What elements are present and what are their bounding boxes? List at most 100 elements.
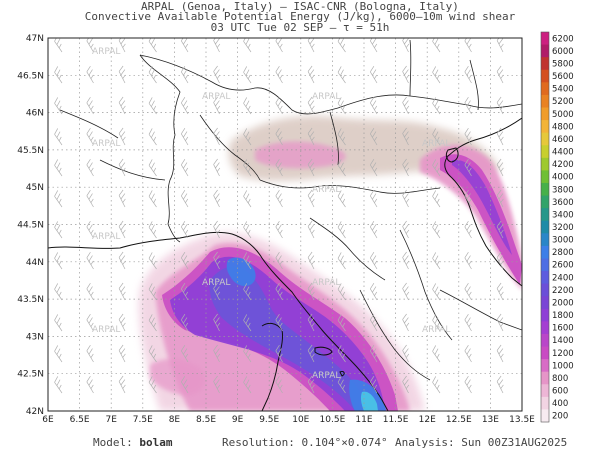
wind-barb [148, 128, 157, 146]
watermark-8: ARPAL [312, 371, 340, 381]
cape-fields [139, 116, 522, 411]
wind-barb [148, 66, 157, 84]
colorbar-segment [541, 296, 549, 310]
colorbar-label: 1200 [552, 349, 574, 359]
wind-barb [496, 251, 504, 270]
colorbar-segment [541, 94, 549, 108]
colorbar-label: 3200 [552, 223, 574, 233]
wind-barb [148, 283, 157, 301]
wind-barb [307, 127, 315, 146]
colorbar-segment [541, 69, 549, 83]
wind-barb [496, 375, 504, 394]
wind-barb [337, 314, 346, 332]
map-content: ARPAL ARPAL ARPAL ARPAL ARPAL ARPAL ARPA… [48, 38, 522, 411]
lat-label: 46.5N [17, 71, 44, 81]
wind-barb [402, 65, 410, 84]
wind-barb [307, 251, 315, 270]
colorbar-segment [541, 271, 549, 285]
cape-adriatic-purple [452, 159, 512, 255]
wind-barb [86, 283, 94, 301]
coast-venice [445, 147, 459, 163]
wind-barb [337, 159, 346, 177]
wind-barb [432, 66, 441, 84]
wind-barb [213, 282, 221, 301]
wind-barb [86, 314, 94, 332]
colorbar-label: 600 [552, 387, 568, 397]
coast-adriatic [444, 117, 522, 287]
lon-label: 8E [169, 415, 181, 425]
wind-barb [496, 96, 504, 115]
wind-barb [181, 345, 189, 363]
border-regions-2 [309, 217, 386, 281]
wind-barb [370, 314, 378, 332]
colorbar-label: 3800 [552, 185, 574, 195]
wind-barb [402, 127, 410, 146]
wind-barb [464, 128, 472, 146]
wind-barb [243, 314, 252, 332]
wind-barb [464, 159, 472, 177]
colorbar-segment [541, 120, 549, 134]
lon-label: 8.5E [196, 415, 216, 425]
wind-barb [213, 158, 221, 177]
wind-barb [275, 252, 283, 270]
wind-barb [118, 127, 126, 146]
wind-barb [181, 283, 189, 301]
lon-label: 12.5E [446, 415, 472, 425]
wind-barb [275, 314, 283, 332]
resolution-label: Resolution: [222, 436, 295, 449]
wind-barb [496, 189, 504, 208]
graticule [48, 38, 522, 411]
wind-barb [118, 344, 126, 363]
colorbar-segment [541, 371, 549, 385]
colorbar-label: 5600 [552, 72, 574, 82]
wind-barb [402, 251, 410, 270]
wind-barb [243, 376, 252, 394]
border-ch-it [139, 54, 339, 115]
border-regions-7 [199, 114, 261, 181]
wind-barb [148, 314, 157, 332]
wind-barb [213, 375, 221, 394]
border-fr-it [139, 54, 181, 243]
wind-barb [496, 344, 504, 363]
lat-label: 44.5N [17, 221, 44, 231]
colorbar-segment [541, 321, 549, 335]
wind-barb [243, 128, 252, 146]
latitude-labels: 47N 46.5N 46N 45.5N 45N 44.5N 44N 43.5N 43N 42.5N… [17, 34, 44, 417]
colorbar-segment [541, 333, 549, 348]
wind-barb [275, 128, 283, 146]
colorbar-label: 4600 [552, 135, 574, 145]
cape-tyrrhenian-violet [209, 266, 368, 411]
wind-barb [118, 189, 126, 208]
wind-barb [496, 38, 504, 53]
colorbar-segment [541, 132, 549, 146]
watermark-12: ARPAL [422, 325, 450, 335]
colorbar-segment [541, 233, 549, 247]
watermark-9: ARPAL [202, 92, 230, 102]
wind-barb [148, 345, 157, 363]
lon-label: 12E [419, 415, 436, 425]
lat-label: 45N [26, 183, 44, 193]
wind-barb [337, 252, 346, 270]
watermark-1: ARPAL [92, 47, 120, 57]
wind-barb [275, 66, 283, 84]
lon-label: 13E [482, 415, 499, 425]
wind-barb [432, 190, 441, 208]
wind-barb [148, 190, 157, 208]
wind-barb [337, 283, 346, 301]
wind-barb [337, 128, 346, 146]
wind-barb [370, 128, 378, 146]
colorbar-label: 4800 [552, 122, 574, 132]
colorbar-segment [541, 44, 549, 58]
lat-label: 47N [26, 34, 44, 44]
wind-barb [496, 220, 504, 239]
wind-barb [54, 128, 63, 146]
wind-barb [402, 96, 410, 115]
colorbar-segment [541, 107, 549, 121]
wind-barb [181, 66, 189, 84]
wind-barb [181, 314, 189, 332]
wind-barb [402, 189, 410, 208]
lon-label: 10E [292, 415, 309, 425]
colorbar-label: 3000 [552, 236, 574, 246]
wind-barb [86, 190, 94, 208]
